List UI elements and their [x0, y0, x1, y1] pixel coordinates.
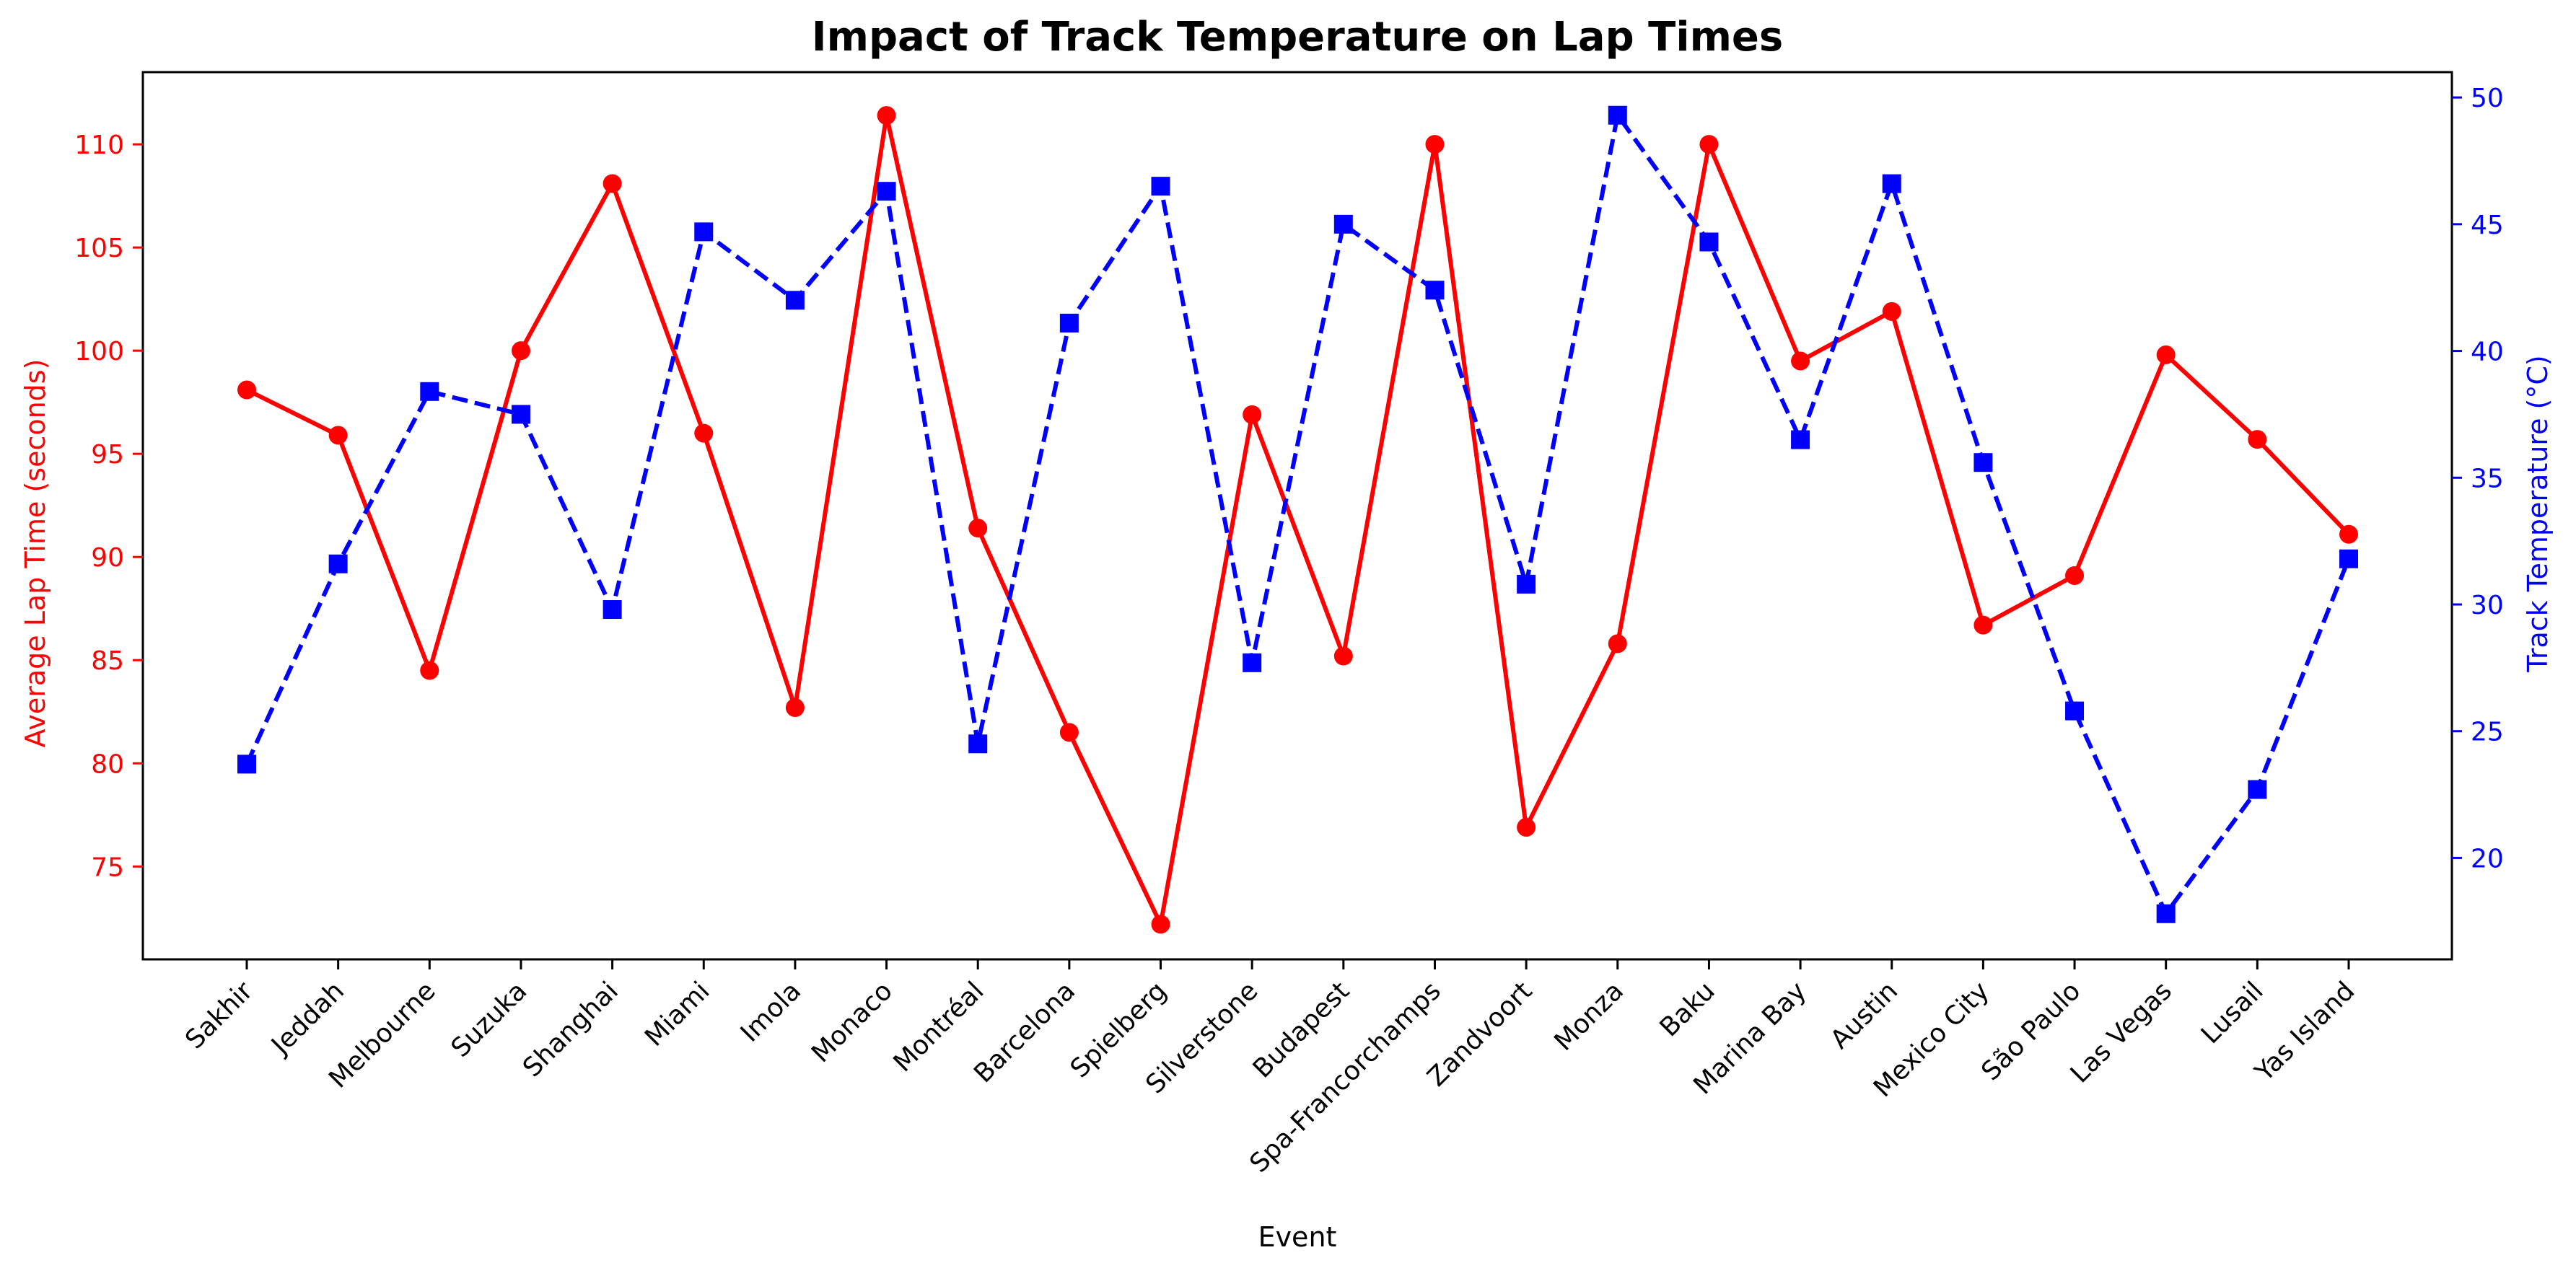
series-1-point [1973, 615, 1993, 635]
series-2-point [1059, 313, 1079, 333]
series-2-point [968, 734, 988, 754]
plot-frame [141, 71, 2453, 961]
series-1-line [245, 113, 2351, 927]
series-2-point [785, 291, 805, 310]
series-1-point [1059, 723, 1079, 742]
series-1-point [1699, 135, 1719, 154]
series-2-point [420, 382, 439, 401]
series-1-point [1151, 915, 1170, 934]
left-tick-label: 75 [91, 853, 124, 882]
series-1-point [603, 174, 622, 193]
series-1-point [877, 106, 896, 126]
series-2-point [1882, 174, 1901, 193]
right-y-axis-label: Track Temperature (°C) [2522, 355, 2554, 673]
series-2-point [2156, 904, 2176, 923]
series-1-point [2065, 566, 2085, 585]
left-tick-label: 105 [74, 234, 124, 263]
series-1-point [785, 698, 805, 718]
series-1-point [1882, 302, 1901, 321]
left-tick-label: 80 [91, 749, 124, 779]
series-2-point [1151, 177, 1170, 196]
left-y-axis: 75 80 85 90 95 100 105 110 [74, 131, 143, 882]
series-1-point [2339, 524, 2358, 544]
plot-area [141, 71, 2453, 961]
right-tick-label: 25 [2471, 718, 2504, 747]
series-2-point [1333, 214, 1353, 234]
series-2-point [1243, 653, 1262, 672]
series-2-point [2248, 780, 2267, 799]
series-1-point [1517, 817, 1536, 837]
left-tick-label: 85 [91, 646, 124, 676]
series-1-point [237, 380, 256, 400]
series-1-point [968, 519, 988, 538]
series-1-point [328, 426, 348, 445]
series-2-point [1425, 281, 1445, 300]
series-1-point [511, 341, 530, 361]
right-tick-label: 35 [2471, 464, 2504, 493]
right-tick-label: 20 [2471, 844, 2504, 874]
series-1-point [1791, 351, 1810, 371]
series-2-point [328, 554, 348, 573]
series-1-point [420, 661, 439, 680]
series-2-point [1791, 430, 1810, 449]
series-1-point [1425, 135, 1445, 154]
x-axis-label: Event [1258, 1221, 1337, 1253]
series-1-point [2248, 430, 2267, 449]
series-2-point [511, 405, 530, 424]
series-2-point [2065, 701, 2085, 721]
series-2-point [237, 754, 256, 774]
right-tick-label: 40 [2471, 338, 2504, 367]
series-1-point [1243, 405, 1262, 424]
series-2-point [694, 222, 714, 242]
right-tick-label: 45 [2471, 211, 2504, 240]
left-tick-label: 95 [91, 440, 124, 470]
series-2-point [603, 600, 622, 620]
left-y-axis-label: Average Lap Time (seconds) [19, 359, 51, 748]
series-2-point [1973, 453, 1993, 472]
series-1-point [2156, 345, 2176, 364]
series-2-point [2339, 549, 2358, 568]
series-2-point [1517, 574, 1536, 594]
series-2-point [1608, 105, 1627, 125]
chart-title: Impact of Track Temperature on Lap Times [812, 14, 1784, 61]
series-2-point [1699, 232, 1719, 252]
series-2-line [245, 113, 2351, 916]
right-y-axis: 20 25 30 35 40 45 50 [2452, 84, 2504, 874]
right-tick-label: 50 [2471, 84, 2504, 113]
left-tick-label: 90 [91, 543, 124, 573]
series-1-point [1608, 634, 1627, 654]
series-2-point [877, 182, 896, 201]
left-tick-label: 110 [74, 131, 124, 160]
left-tick-label: 100 [74, 337, 124, 366]
right-tick-label: 30 [2471, 591, 2504, 620]
series-1-point [1333, 646, 1353, 666]
series-1-point [694, 423, 714, 443]
